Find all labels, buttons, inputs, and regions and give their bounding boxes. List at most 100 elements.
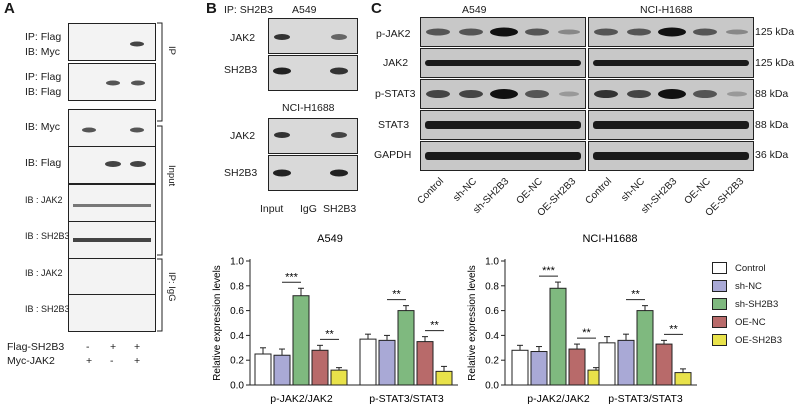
- blot-c-a549-pstat3: [420, 79, 586, 109]
- blot-b-h1688-sh2b3: [268, 155, 358, 191]
- y-tick-label: 0.2: [485, 356, 499, 367]
- panel-a-row-label: IB : SH2B3: [25, 304, 70, 314]
- blot-input-sh2b3: [68, 221, 156, 259]
- legend-item: sh-SH2B3: [712, 298, 778, 310]
- panel-c-cell-a549: A549: [462, 4, 487, 16]
- x-tick-label: p-STAT3/STAT3: [608, 393, 683, 405]
- bar: [511, 349, 529, 386]
- bar: [568, 348, 586, 386]
- panel-a-row-label: IB : JAK2: [25, 195, 63, 205]
- bar: [311, 349, 329, 386]
- panel-c-lane-label: OE-NC: [682, 176, 713, 207]
- panel-b-row-label: JAK2: [230, 32, 256, 44]
- panel-a-row-label: IB: Myc: [25, 121, 61, 133]
- bar: [378, 339, 396, 386]
- y-tick-label: 0.4: [485, 331, 499, 342]
- panel-c-lane-label: sh-NC: [618, 176, 647, 204]
- blot-c-a549-gapdh: [420, 141, 586, 171]
- significance-label: ***: [542, 265, 556, 277]
- row-label-line: IB: Myc: [25, 46, 61, 58]
- significance-label: **: [430, 320, 439, 332]
- blot-b-h1688-jak2: [268, 118, 358, 154]
- panel-a-row-label: IB: Flag: [25, 157, 62, 169]
- panel-b-lane-label: IgG: [300, 203, 317, 215]
- bar-chart-a549: A549 Relative expression levels 0.0 0.2 0.4 0…: [212, 233, 458, 405]
- kda-label: 88 kDa: [755, 119, 789, 131]
- panel-c-lane-label: sh-NC: [450, 176, 479, 204]
- blot-igg-sh2b3: [68, 294, 156, 332]
- blot-ip-flag: [68, 63, 156, 101]
- bracket-label-input: Input: [166, 165, 177, 187]
- bar: [598, 342, 616, 386]
- significance-label: **: [325, 328, 334, 340]
- y-tick-label: 0.4: [230, 331, 244, 342]
- bar: [359, 338, 377, 386]
- panel-label-a: A: [4, 0, 15, 17]
- blot-ip-myc: [68, 23, 156, 61]
- flag-sh2b3-label: Flag-SH2B3: [7, 341, 65, 353]
- y-tick-label: 1.0: [230, 257, 244, 268]
- flag-sign: +: [110, 341, 117, 353]
- legend-swatch: [712, 280, 727, 292]
- row-label-line: IB: Flag: [25, 86, 62, 98]
- legend-item: sh-NC: [712, 280, 762, 292]
- panel-c-row-label: JAK2: [383, 57, 409, 69]
- bar-chart-h1688: NCI-H1688 Relative expression levels 0.0 0.…: [467, 233, 697, 405]
- significance-label: **: [669, 323, 678, 335]
- panel-a-row-label: IB : SH2B3: [25, 231, 70, 241]
- bar: [655, 343, 673, 386]
- panel-a-row-label: IB : JAK2: [25, 268, 63, 278]
- legend-item: OE-SH2B3: [712, 334, 782, 346]
- blot-c-h1688-stat3: [588, 110, 754, 140]
- panel-b-row-label: SH2B3: [224, 167, 258, 179]
- legend-item: OE-NC: [712, 316, 766, 328]
- panel-c-cell-h1688: NCI-H1688: [640, 4, 693, 16]
- legend-swatch: [712, 298, 727, 310]
- chart-title: A549: [317, 233, 343, 245]
- significance-label: ***: [285, 271, 299, 283]
- row-label-line: IP: Flag: [25, 71, 62, 83]
- blot-c-h1688-gapdh: [588, 141, 754, 171]
- y-tick-label: 0.8: [485, 281, 499, 292]
- myc-sign: -: [110, 355, 114, 367]
- panel-b-header: IP: SH2B3: [224, 4, 274, 16]
- myc-sign: +: [134, 355, 141, 367]
- panel-a-brackets: [157, 22, 163, 332]
- significance-label: **: [631, 289, 640, 301]
- y-tick-label: 0.6: [230, 306, 244, 317]
- panel-label-c: C: [371, 0, 382, 17]
- bar: [549, 287, 567, 386]
- chart-title: NCI-H1688: [582, 233, 637, 245]
- blot-input-myc: [68, 109, 156, 147]
- blot-igg-jak2: [68, 258, 156, 296]
- blot-c-a549-jak2: [420, 48, 586, 78]
- y-tick-label: 0.8: [230, 281, 244, 292]
- bar: [435, 370, 453, 386]
- x-tick-label: p-STAT3/STAT3: [369, 393, 444, 405]
- blot-c-a549-pjak2: [420, 17, 586, 47]
- panel-label-b: B: [206, 0, 217, 17]
- blot-input-jak2: [68, 184, 156, 222]
- y-tick-label: 0.2: [230, 356, 244, 367]
- significance-label: **: [582, 327, 591, 339]
- kda-label: 125 kDa: [755, 26, 795, 38]
- y-axis-label: Relative expression levels: [212, 265, 223, 381]
- bracket-label-ip: IP: [166, 46, 177, 55]
- panel-b-cell-h1688: NCI-H1688: [282, 102, 335, 114]
- panel-b-lane-label: SH2B3: [323, 203, 357, 215]
- bar: [617, 339, 635, 386]
- bar: [530, 351, 548, 386]
- bracket-label-igg: IP: IgG: [166, 272, 177, 302]
- panel-c-row-label: STAT3: [378, 119, 410, 131]
- panel-c-lane-label: Control: [415, 176, 446, 207]
- legend-swatch: [712, 262, 727, 274]
- flag-sign: +: [134, 341, 141, 353]
- blot-c-h1688-pstat3: [588, 79, 754, 109]
- panel-b-row-label: JAK2: [230, 130, 256, 142]
- panel-b-row-label: SH2B3: [224, 64, 258, 76]
- bar: [416, 341, 434, 386]
- significance-label: **: [392, 289, 401, 301]
- bar: [330, 369, 348, 386]
- blot-b-a549-jak2: [268, 18, 358, 54]
- y-tick-label: 0.6: [485, 306, 499, 317]
